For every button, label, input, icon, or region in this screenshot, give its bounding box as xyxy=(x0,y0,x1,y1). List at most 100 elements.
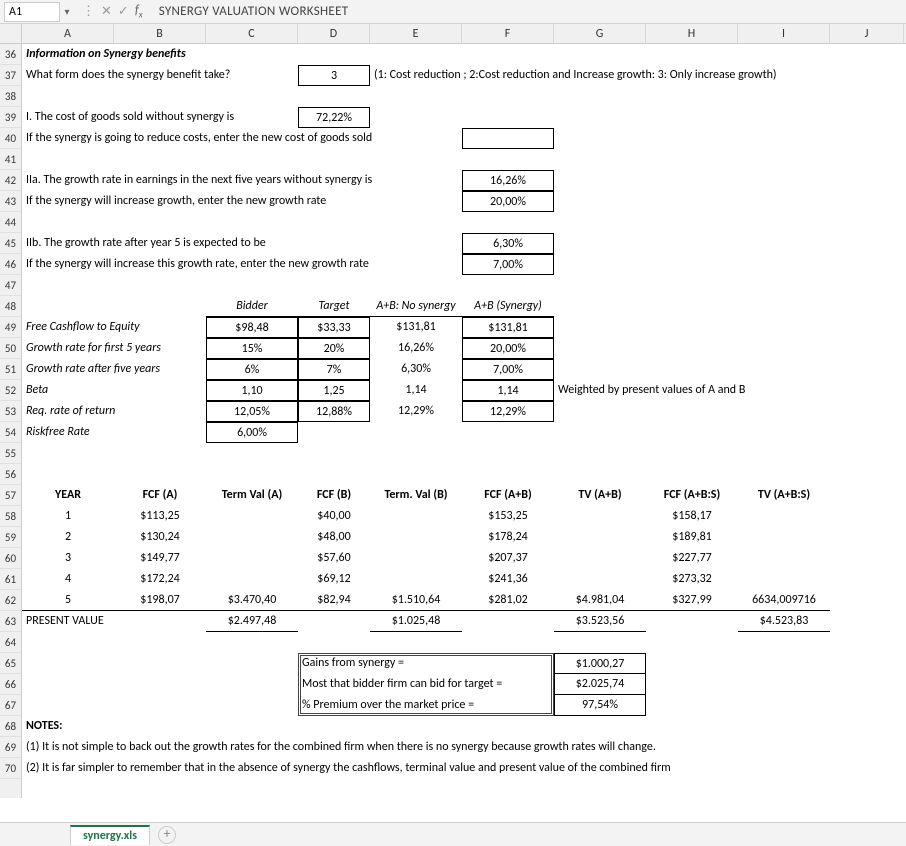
cell-D52[interactable]: 1,25 xyxy=(298,380,370,401)
cell-D39[interactable]: 72,22% xyxy=(298,107,370,128)
row-header-58[interactable]: 58 xyxy=(0,506,21,527)
cell-C52[interactable]: 1,10 xyxy=(206,380,298,401)
row-header-66[interactable]: 66 xyxy=(0,674,21,695)
sheet-tab-active[interactable]: synergy.xls xyxy=(70,825,150,845)
col-header-E[interactable]: E xyxy=(370,24,462,43)
row-header-68[interactable]: 68 xyxy=(0,716,21,737)
cell-D48[interactable]: Target xyxy=(298,296,370,317)
cell-D53[interactable]: 12,88% xyxy=(298,401,370,422)
cell-G66[interactable]: $2.025,74 xyxy=(554,674,646,695)
row-header-48[interactable]: 48 xyxy=(0,296,21,317)
cell-D59[interactable]: $48,00 xyxy=(298,527,370,548)
cell-H60[interactable]: $227,77 xyxy=(646,548,738,569)
cell-C57[interactable]: Term Val (A) xyxy=(206,485,298,506)
cell-A61[interactable]: 4 xyxy=(22,569,114,590)
cell-D60[interactable]: $57,60 xyxy=(298,548,370,569)
cell-B58[interactable]: $113,25 xyxy=(114,506,206,527)
cell-B57[interactable]: FCF (A) xyxy=(114,485,206,506)
cell-H57[interactable]: FCF (A+B:S) xyxy=(646,485,738,506)
cell-F46[interactable]: 7,00% xyxy=(462,254,554,275)
row-header-51[interactable]: 51 xyxy=(0,359,21,380)
cell-A46[interactable]: If the synergy will increase this growth… xyxy=(22,254,462,275)
cell-F50[interactable]: 20,00% xyxy=(462,338,554,359)
cell-D57[interactable]: FCF (B) xyxy=(298,485,370,506)
cell-F53[interactable]: 12,29% xyxy=(462,401,554,422)
cell-E49[interactable]: $131,81 xyxy=(370,317,462,338)
cell-D58[interactable]: $40,00 xyxy=(298,506,370,527)
cell-E57[interactable]: Term. Val (B) xyxy=(370,485,462,506)
row-header-39[interactable]: 39 xyxy=(0,107,21,128)
row-header-60[interactable]: 60 xyxy=(0,548,21,569)
col-header-C[interactable]: C xyxy=(206,24,298,43)
cell-I63[interactable]: $4.523,83 xyxy=(738,611,830,632)
cell-G63[interactable]: $3.523,56 xyxy=(554,611,646,632)
row-header-54[interactable]: 54 xyxy=(0,422,21,443)
cell-C50[interactable]: 15% xyxy=(206,338,298,359)
row-header-62[interactable]: 62 xyxy=(0,590,21,611)
cell-B61[interactable]: $172,24 xyxy=(114,569,206,590)
col-header-G[interactable]: G xyxy=(554,24,646,43)
cell-F42[interactable]: 16,26% xyxy=(462,170,554,191)
cell-C62[interactable]: $3.470,40 xyxy=(206,590,298,611)
name-box[interactable]: A1 xyxy=(4,2,60,22)
cell-B60[interactable]: $149,77 xyxy=(114,548,206,569)
row-header-47[interactable]: 47 xyxy=(0,275,21,296)
row-header-57[interactable]: 57 xyxy=(0,485,21,506)
cancel-icon[interactable]: ✕ xyxy=(101,4,112,19)
cell-A37[interactable]: What form does the synergy benefit take? xyxy=(22,65,298,86)
cell-E50[interactable]: 16,26% xyxy=(370,338,462,359)
cell-H58[interactable]: $158,17 xyxy=(646,506,738,527)
cell-G65[interactable]: $1.000,27 xyxy=(554,653,646,674)
cell-F51[interactable]: 7,00% xyxy=(462,359,554,380)
row-header-43[interactable]: 43 xyxy=(0,191,21,212)
cell-E62[interactable]: $1.510,64 xyxy=(370,590,462,611)
row-header-52[interactable]: 52 xyxy=(0,380,21,401)
cell-F48[interactable]: A+B (Synergy) xyxy=(462,296,554,317)
row-header-61[interactable]: 61 xyxy=(0,569,21,590)
cell-F45[interactable]: 6,30% xyxy=(462,233,554,254)
row-header-45[interactable]: 45 xyxy=(0,233,21,254)
cell-D62[interactable]: $82,94 xyxy=(298,590,370,611)
row-header-64[interactable]: 64 xyxy=(0,632,21,653)
row-header-59[interactable]: 59 xyxy=(0,527,21,548)
col-header-D[interactable]: D xyxy=(298,24,370,43)
row-header-44[interactable]: 44 xyxy=(0,212,21,233)
cell-A70[interactable]: (2) It is far simpler to remember that i… xyxy=(22,758,830,779)
cell-A63[interactable]: PRESENT VALUE xyxy=(22,611,114,632)
row-header-55[interactable]: 55 xyxy=(0,443,21,464)
col-header-J[interactable]: J xyxy=(830,24,904,43)
formula-input[interactable]: SYNERGY VALUATION WORKSHEET xyxy=(151,4,902,19)
cell-A39[interactable]: I. The cost of goods sold without synerg… xyxy=(22,107,298,128)
cell-A36[interactable]: Information on Synergy benefits xyxy=(22,44,298,65)
add-sheet-button[interactable]: + xyxy=(158,826,176,844)
cell-F57[interactable]: FCF (A+B) xyxy=(462,485,554,506)
cell-A57[interactable]: YEAR xyxy=(22,485,114,506)
cell-D50[interactable]: 20% xyxy=(298,338,370,359)
cell-F59[interactable]: $178,24 xyxy=(462,527,554,548)
col-header-I[interactable]: I xyxy=(738,24,830,43)
cell-D61[interactable]: $69,12 xyxy=(298,569,370,590)
name-box-dropdown-icon[interactable]: ▾ xyxy=(60,5,74,18)
cell-C49[interactable]: $98,48 xyxy=(206,317,298,338)
row-header-36[interactable]: 36 xyxy=(0,44,21,65)
cell-G52[interactable]: Weighted by present values of A and B xyxy=(554,380,830,401)
cell-F60[interactable]: $207,37 xyxy=(462,548,554,569)
cell-A68[interactable]: NOTES: xyxy=(22,716,114,737)
row-header-67[interactable]: 67 xyxy=(0,695,21,716)
cell-A54[interactable]: Riskfree Rate xyxy=(22,422,206,443)
cell-F62[interactable]: $281,02 xyxy=(462,590,554,611)
cell-C63[interactable]: $2.497,48 xyxy=(206,611,298,632)
row-header-53[interactable]: 53 xyxy=(0,401,21,422)
cell-I62[interactable]: 6634,009716 xyxy=(738,590,830,611)
select-all-corner[interactable] xyxy=(0,24,22,43)
cell-F52[interactable]: 1,14 xyxy=(462,380,554,401)
row-header-37[interactable]: 37 xyxy=(0,65,21,86)
cell-F43[interactable]: 20,00% xyxy=(462,191,554,212)
row-header-70[interactable]: 70 xyxy=(0,758,21,779)
row-header-46[interactable]: 46 xyxy=(0,254,21,275)
cell-H62[interactable]: $327,99 xyxy=(646,590,738,611)
col-header-F[interactable]: F xyxy=(462,24,554,43)
row-header-63[interactable]: 63 xyxy=(0,611,21,632)
row-header-42[interactable]: 42 xyxy=(0,170,21,191)
cell-A40[interactable]: If the synergy is going to reduce costs,… xyxy=(22,128,462,149)
